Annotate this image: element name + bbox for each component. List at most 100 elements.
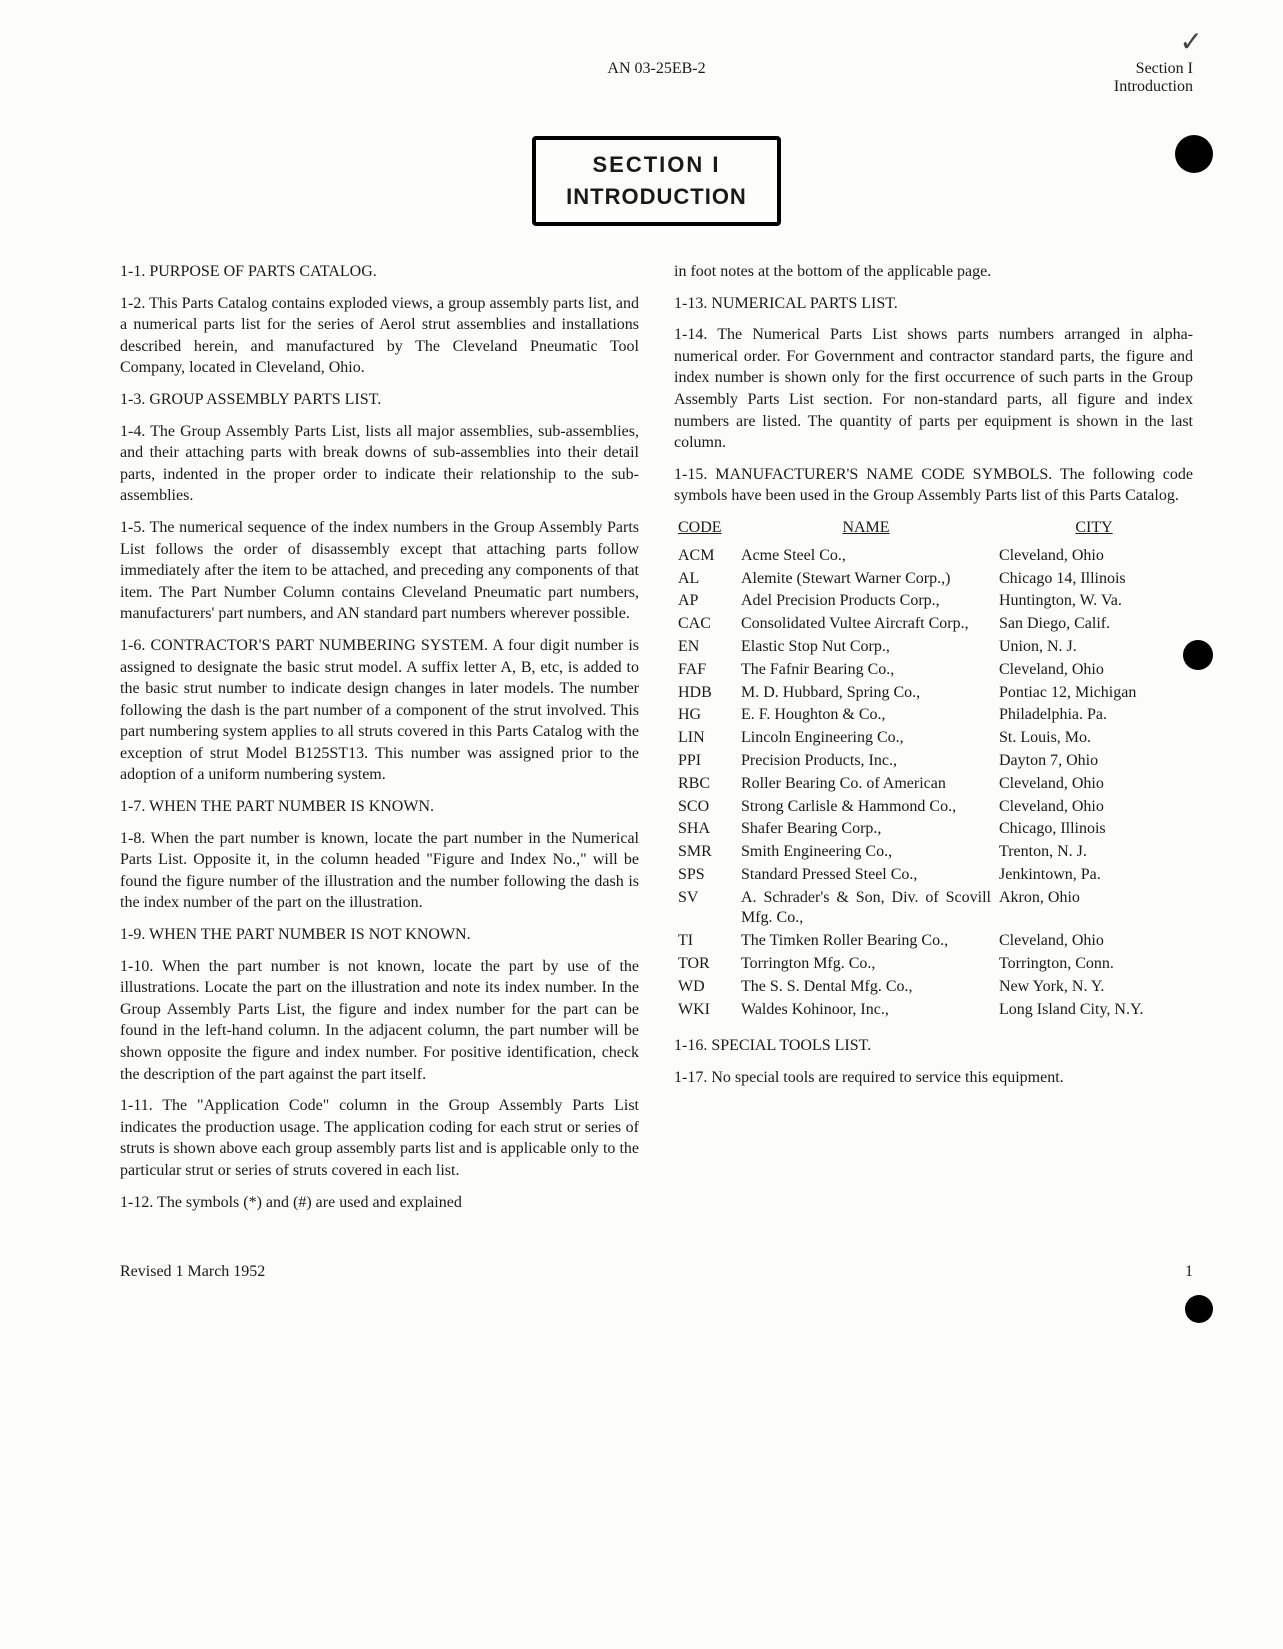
cell-code: TI xyxy=(674,930,737,953)
th-code: CODE xyxy=(674,517,737,545)
table-row: RBCRoller Bearing Co. of AmericanClevela… xyxy=(674,773,1193,796)
cell-city: Huntington, W. Va. xyxy=(995,590,1193,613)
page-header: AN 03-25EB-2 Section I Introduction xyxy=(120,60,1193,96)
para-1-12: 1-12. The symbols (*) and (#) are used a… xyxy=(120,1192,639,1214)
table-row: FAFThe Fafnir Bearing Co.,Cleveland, Ohi… xyxy=(674,659,1193,682)
cell-code: AL xyxy=(674,568,737,591)
cell-city: Pontiac 12, Michigan xyxy=(995,682,1193,705)
cell-name: Precision Products, Inc., xyxy=(737,750,995,773)
para-1-6: 1-6. CONTRACTOR'S PART NUMBERING SYSTEM.… xyxy=(120,635,639,786)
cell-code: RBC xyxy=(674,773,737,796)
cell-name: The Timken Roller Bearing Co., xyxy=(737,930,995,953)
para-1-2: 1-2. This Parts Catalog contains explode… xyxy=(120,293,639,379)
para-cont: in foot notes at the bottom of the appli… xyxy=(674,261,1193,283)
cell-code: WKI xyxy=(674,999,737,1022)
cell-code: SMR xyxy=(674,841,737,864)
cell-name: Standard Pressed Steel Co., xyxy=(737,864,995,887)
table-row: ALAlemite (Stewart Warner Corp.,)Chicago… xyxy=(674,568,1193,591)
cell-name: Waldes Kohinoor, Inc., xyxy=(737,999,995,1022)
title-line-2: INTRODUCTION xyxy=(566,184,747,210)
table-row: PPIPrecision Products, Inc.,Dayton 7, Oh… xyxy=(674,750,1193,773)
table-row: TIThe Timken Roller Bearing Co.,Clevelan… xyxy=(674,930,1193,953)
cell-city: San Diego, Calif. xyxy=(995,613,1193,636)
page-number: 1 xyxy=(1185,1263,1193,1281)
cell-code: TOR xyxy=(674,953,737,976)
section-sub: Introduction xyxy=(1013,78,1193,96)
cell-name: Strong Carlisle & Hammond Co., xyxy=(737,796,995,819)
cell-city: Cleveland, Ohio xyxy=(995,659,1193,682)
cell-name: Adel Precision Products Corp., xyxy=(737,590,995,613)
cell-name: A. Schrader's & Son, Div. of Scovill Mfg… xyxy=(737,887,995,931)
cell-name: Alemite (Stewart Warner Corp.,) xyxy=(737,568,995,591)
table-row: SMRSmith Engineering Co.,Trenton, N. J. xyxy=(674,841,1193,864)
page-footer: Revised 1 March 1952 1 xyxy=(120,1263,1193,1281)
cell-name: The S. S. Dental Mfg. Co., xyxy=(737,976,995,999)
para-1-9: 1-9. WHEN THE PART NUMBER IS NOT KNOWN. xyxy=(120,924,639,946)
cell-code: FAF xyxy=(674,659,737,682)
para-1-4: 1-4. The Group Assembly Parts List, list… xyxy=(120,421,639,507)
cell-city: New York, N. Y. xyxy=(995,976,1193,999)
para-1-11: 1-11. The "Application Code" column in t… xyxy=(120,1095,639,1181)
cell-code: SV xyxy=(674,887,737,931)
cell-city: Long Island City, N.Y. xyxy=(995,999,1193,1022)
para-1-17: 1-17. No special tools are required to s… xyxy=(674,1067,1193,1089)
table-row: WKIWaldes Kohinoor, Inc.,Long Island Cit… xyxy=(674,999,1193,1022)
cell-code: HG xyxy=(674,704,737,727)
cell-name: E. F. Houghton & Co., xyxy=(737,704,995,727)
cell-code: SCO xyxy=(674,796,737,819)
right-column: in foot notes at the bottom of the appli… xyxy=(674,261,1193,1223)
th-city: CITY xyxy=(995,517,1193,545)
cell-name: Torrington Mfg. Co., xyxy=(737,953,995,976)
doc-id: AN 03-25EB-2 xyxy=(300,60,1013,96)
para-1-3: 1-3. GROUP ASSEMBLY PARTS LIST. xyxy=(120,389,639,411)
table-row: HDBM. D. Hubbard, Spring Co.,Pontiac 12,… xyxy=(674,682,1193,705)
table-row: LINLincoln Engineering Co.,St. Louis, Mo… xyxy=(674,727,1193,750)
cell-city: Cleveland, Ohio xyxy=(995,930,1193,953)
cell-code: SPS xyxy=(674,864,737,887)
table-row: ACMAcme Steel Co.,Cleveland, Ohio xyxy=(674,545,1193,568)
table-row: TORTorrington Mfg. Co.,Torrington, Conn. xyxy=(674,953,1193,976)
two-column-body: 1-1. PURPOSE OF PARTS CATALOG. 1-2. This… xyxy=(120,261,1193,1223)
section-title-box: SECTION I INTRODUCTION xyxy=(532,136,781,226)
cell-code: AP xyxy=(674,590,737,613)
para-1-13: 1-13. NUMERICAL PARTS LIST. xyxy=(674,293,1193,315)
cell-name: Shafer Bearing Corp., xyxy=(737,818,995,841)
para-1-8: 1-8. When the part number is known, loca… xyxy=(120,828,639,914)
cell-code: EN xyxy=(674,636,737,659)
para-1-10: 1-10. When the part number is not known,… xyxy=(120,956,639,1086)
cell-name: Consolidated Vultee Aircraft Corp., xyxy=(737,613,995,636)
cell-name: Roller Bearing Co. of American xyxy=(737,773,995,796)
para-1-1: 1-1. PURPOSE OF PARTS CATALOG. xyxy=(120,261,639,283)
title-line-1: SECTION I xyxy=(566,152,747,178)
cell-name: Acme Steel Co., xyxy=(737,545,995,568)
cell-city: Trenton, N. J. xyxy=(995,841,1193,864)
table-row: CACConsolidated Vultee Aircraft Corp.,Sa… xyxy=(674,613,1193,636)
table-row: APAdel Precision Products Corp.,Huntingt… xyxy=(674,590,1193,613)
cell-code: PPI xyxy=(674,750,737,773)
table-row: SVA. Schrader's & Son, Div. of Scovill M… xyxy=(674,887,1193,931)
cell-code: HDB xyxy=(674,682,737,705)
cell-code: ACM xyxy=(674,545,737,568)
checkmark-annotation: ✓ xyxy=(1180,25,1203,58)
cell-city: Dayton 7, Ohio xyxy=(995,750,1193,773)
cell-city: Torrington, Conn. xyxy=(995,953,1193,976)
cell-name: M. D. Hubbard, Spring Co., xyxy=(737,682,995,705)
cell-city: St. Louis, Mo. xyxy=(995,727,1193,750)
revision-date: Revised 1 March 1952 xyxy=(120,1263,265,1281)
cell-city: Cleveland, Ohio xyxy=(995,545,1193,568)
table-row: ENElastic Stop Nut Corp.,Union, N. J. xyxy=(674,636,1193,659)
cell-code: LIN xyxy=(674,727,737,750)
th-name: NAME xyxy=(737,517,995,545)
cell-city: Chicago, Illinois xyxy=(995,818,1193,841)
cell-name: Smith Engineering Co., xyxy=(737,841,995,864)
cell-code: SHA xyxy=(674,818,737,841)
section-label: Section I xyxy=(1013,60,1193,78)
cell-city: Chicago 14, Illinois xyxy=(995,568,1193,591)
table-row: SCOStrong Carlisle & Hammond Co.,Clevela… xyxy=(674,796,1193,819)
cell-code: CAC xyxy=(674,613,737,636)
table-row: SPSStandard Pressed Steel Co.,Jenkintown… xyxy=(674,864,1193,887)
left-column: 1-1. PURPOSE OF PARTS CATALOG. 1-2. This… xyxy=(120,261,639,1223)
table-header-row: CODE NAME CITY xyxy=(674,517,1193,545)
cell-city: Philadelphia. Pa. xyxy=(995,704,1193,727)
para-1-7: 1-7. WHEN THE PART NUMBER IS KNOWN. xyxy=(120,796,639,818)
